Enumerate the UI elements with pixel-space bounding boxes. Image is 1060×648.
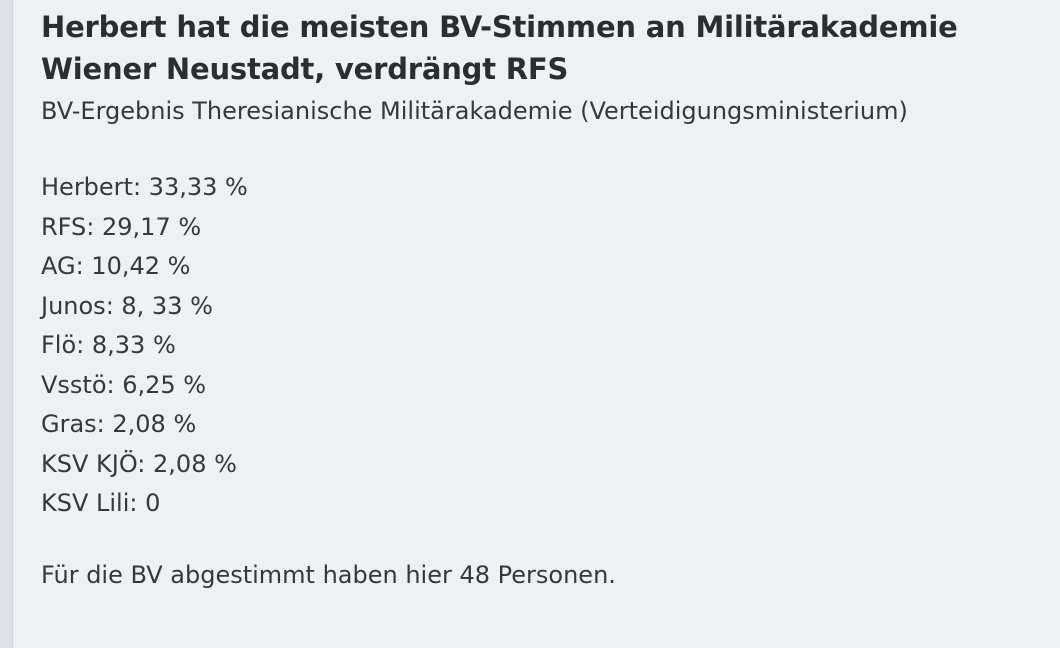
turnout-note: Für die BV abgestimmt haben hier 48 Pers… [41,560,616,589]
result-item-herbert: Herbert: 33,33 % [41,173,248,201]
result-item-vsstoe: Vsstö: 6,25 % [41,370,207,399]
result-item-ksv-kjoe: KSV KJÖ: 2,08 % [41,449,237,478]
result-item-gras: Gras: 2,08 % [41,410,197,438]
result-item-ksv-lili: KSV Lili: 0 [41,489,161,517]
left-margin-bar [0,0,13,648]
headline: Herbert hat die meisten BV-Stimmen an Mi… [41,10,958,86]
result-item-rfs: RFS: 29,17 % [41,212,202,241]
result-item-floe: Flö: 8,33 % [41,331,176,359]
subtitle: BV-Ergebnis Theresianische Militärakadem… [41,97,908,125]
results-list: Herbert: 33,33 % RFS: 29,17 % AG: 10,42 … [41,168,1041,524]
article-content: Herbert hat die meisten BV-Stimmen an Mi… [41,6,1041,592]
result-item-junos: Junos: 8, 33 % [41,291,213,320]
result-item-ag: AG: 10,42 % [41,252,191,280]
